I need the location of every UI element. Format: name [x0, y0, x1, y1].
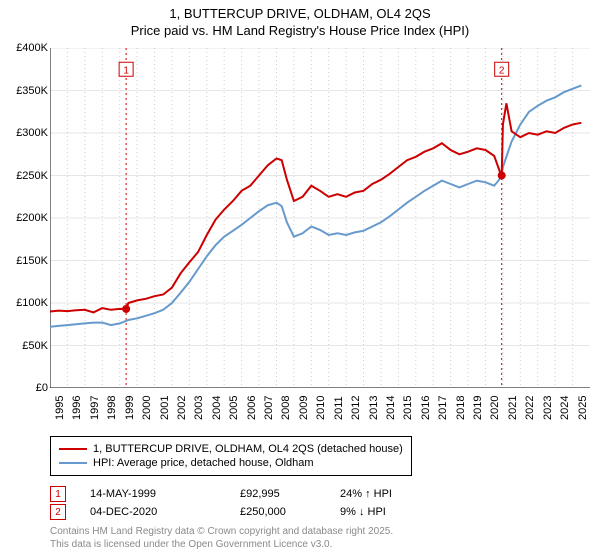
- y-tick-label: £150K: [16, 255, 48, 267]
- y-tick-label: £400K: [16, 42, 48, 54]
- x-tick-label: 2012: [350, 396, 362, 420]
- x-tick-label: 1998: [106, 396, 118, 420]
- x-tick-label: 2019: [472, 396, 484, 420]
- footnote: Contains HM Land Registry data © Crown c…: [50, 526, 393, 551]
- x-tick-label: 1995: [54, 396, 66, 420]
- x-tick-label: 2010: [315, 396, 327, 420]
- x-tick-label: 2011: [333, 396, 345, 420]
- x-tick-label: 2023: [542, 396, 554, 420]
- sale-delta: 9% ↓ HPI: [340, 506, 460, 518]
- x-tick-label: 2004: [211, 396, 223, 420]
- legend-item: 1, BUTTERCUP DRIVE, OLDHAM, OL4 2QS (det…: [59, 443, 403, 455]
- table-row: 2 04-DEC-2020 £250,000 9% ↓ HPI: [50, 504, 460, 520]
- sale-delta: 24% ↑ HPI: [340, 488, 460, 500]
- chart-svg: 12: [50, 48, 590, 388]
- x-tick-label: 2005: [228, 396, 240, 420]
- y-tick-label: £0: [36, 382, 48, 394]
- sale-price: £92,995: [240, 488, 340, 500]
- x-tick-label: 2021: [507, 396, 519, 420]
- sales-table: 1 14-MAY-1999 £92,995 24% ↑ HPI 2 04-DEC…: [50, 484, 460, 522]
- x-tick-label: 2003: [193, 396, 205, 420]
- x-tick-label: 2000: [141, 396, 153, 420]
- x-tick-label: 2015: [402, 396, 414, 420]
- x-tick-label: 1997: [89, 396, 101, 420]
- sale-date: 04-DEC-2020: [90, 506, 240, 518]
- chart-plot-area: 12: [50, 48, 590, 388]
- x-tick-label: 1999: [124, 396, 136, 420]
- x-tick-label: 2001: [159, 396, 171, 420]
- legend-item: HPI: Average price, detached house, Oldh…: [59, 457, 403, 469]
- x-tick-label: 2025: [577, 396, 589, 420]
- x-tick-label: 2013: [368, 396, 380, 420]
- x-tick-label: 2020: [489, 396, 501, 420]
- x-tick-label: 2009: [298, 396, 310, 420]
- x-tick-label: 2006: [246, 396, 258, 420]
- sale-price: £250,000: [240, 506, 340, 518]
- y-tick-label: £100K: [16, 297, 48, 309]
- footnote-line: Contains HM Land Registry data © Crown c…: [50, 526, 393, 539]
- title-subtitle: Price paid vs. HM Land Registry's House …: [0, 23, 600, 40]
- y-tick-label: £300K: [16, 127, 48, 139]
- footnote-line: This data is licensed under the Open Gov…: [50, 539, 393, 552]
- x-tick-label: 2008: [280, 396, 292, 420]
- sale-date: 14-MAY-1999: [90, 488, 240, 500]
- title-block: 1, BUTTERCUP DRIVE, OLDHAM, OL4 2QS Pric…: [0, 0, 600, 40]
- svg-text:1: 1: [123, 65, 129, 76]
- legend: 1, BUTTERCUP DRIVE, OLDHAM, OL4 2QS (det…: [50, 436, 412, 476]
- x-tick-label: 2017: [437, 396, 449, 420]
- x-tick-label: 2024: [559, 396, 571, 420]
- y-tick-label: £50K: [22, 340, 48, 352]
- x-tick-label: 2002: [176, 396, 188, 420]
- y-tick-label: £200K: [16, 212, 48, 224]
- svg-text:2: 2: [499, 65, 505, 76]
- x-tick-label: 2007: [263, 396, 275, 420]
- x-tick-label: 2016: [420, 396, 432, 420]
- table-row: 1 14-MAY-1999 £92,995 24% ↑ HPI: [50, 486, 460, 502]
- legend-label: HPI: Average price, detached house, Oldh…: [93, 457, 314, 469]
- legend-label: 1, BUTTERCUP DRIVE, OLDHAM, OL4 2QS (det…: [93, 443, 403, 455]
- legend-swatch: [59, 462, 87, 464]
- x-tick-label: 2018: [455, 396, 467, 420]
- y-tick-label: £350K: [16, 85, 48, 97]
- y-tick-label: £250K: [16, 170, 48, 182]
- legend-swatch: [59, 448, 87, 450]
- x-tick-label: 1996: [71, 396, 83, 420]
- title-address: 1, BUTTERCUP DRIVE, OLDHAM, OL4 2QS: [0, 6, 600, 23]
- x-tick-label: 2014: [385, 396, 397, 420]
- sale-marker-icon: 2: [50, 504, 66, 520]
- x-tick-label: 2022: [524, 396, 536, 420]
- chart-container: 1, BUTTERCUP DRIVE, OLDHAM, OL4 2QS Pric…: [0, 0, 600, 560]
- sale-marker-icon: 1: [50, 486, 66, 502]
